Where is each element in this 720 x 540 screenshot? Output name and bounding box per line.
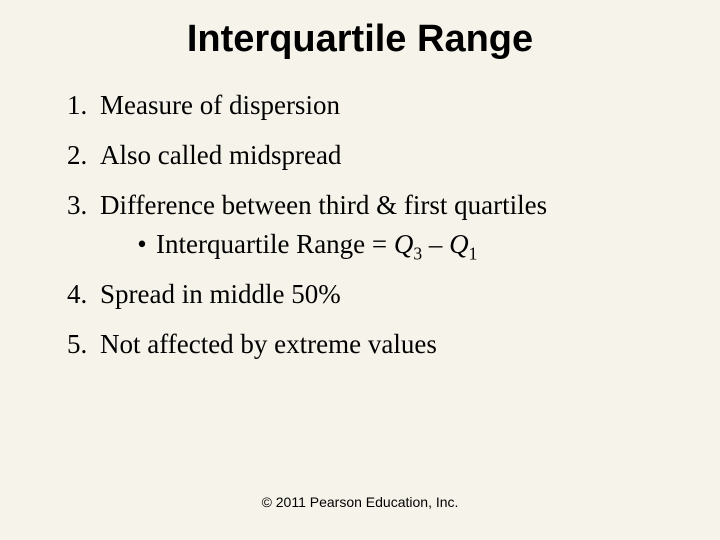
content-area: Measure of dispersion Also called midspr… [0, 89, 720, 362]
list-item-text: Not affected by extreme values [100, 329, 437, 359]
formula: Interquartile Range = Q3 – Q1 [156, 229, 477, 259]
formula-prefix: Interquartile Range = [156, 229, 394, 259]
ordered-list: Measure of dispersion Also called midspr… [64, 89, 680, 362]
list-item-text: Difference between third & first quartil… [100, 190, 547, 220]
subscript: 3 [413, 244, 422, 264]
list-item: Not affected by extreme values [94, 328, 680, 362]
list-item: Difference between third & first quartil… [94, 189, 680, 263]
sub-list-item: Interquartile Range = Q3 – Q1 [128, 228, 680, 262]
list-item-text: Spread in middle 50% [100, 279, 341, 309]
list-item-text: Also called midspread [100, 140, 341, 170]
minus-sign: – [422, 229, 449, 259]
list-item: Measure of dispersion [94, 89, 680, 123]
list-item-text: Measure of dispersion [100, 90, 340, 120]
q-symbol: Q [394, 229, 414, 259]
list-item: Also called midspread [94, 139, 680, 173]
subscript: 1 [469, 244, 478, 264]
q-symbol: Q [449, 229, 469, 259]
list-item: Spread in middle 50% [94, 278, 680, 312]
sub-list: Interquartile Range = Q3 – Q1 [100, 228, 680, 262]
slide-title: Interquartile Range [0, 0, 720, 89]
copyright-footer: © 2011 Pearson Education, Inc. [0, 494, 720, 510]
